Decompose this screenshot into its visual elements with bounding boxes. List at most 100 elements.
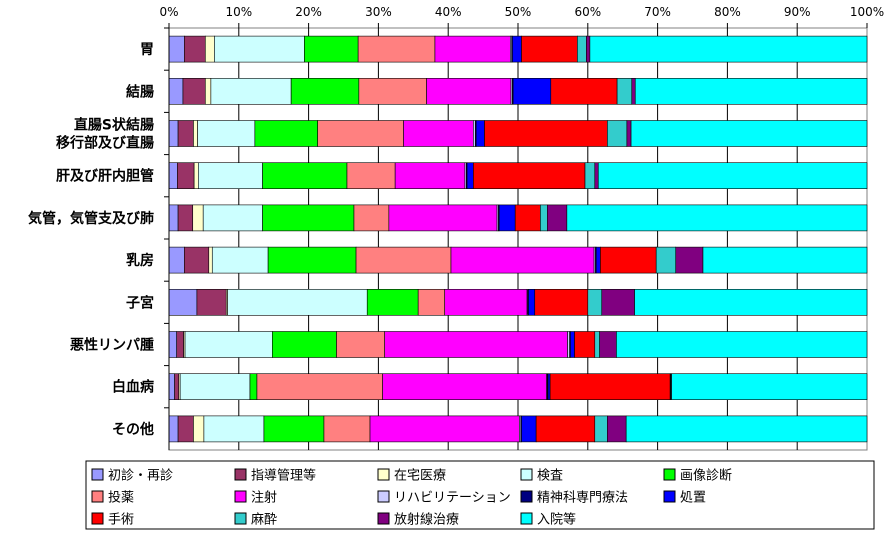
legend-label: 投薬 [108, 490, 134, 506]
bar-segment [168, 162, 178, 189]
bar-segment [475, 120, 485, 147]
legend-swatch [377, 490, 390, 503]
bar-segment [534, 288, 589, 316]
bar-segment [203, 415, 265, 443]
bar-segment [586, 35, 591, 63]
legend-label: 手術 [108, 513, 134, 528]
bar-segment [550, 78, 618, 105]
category-label: 子宮 [126, 294, 154, 311]
bar-segment [594, 331, 600, 358]
bar-segment [587, 288, 603, 316]
bar-segment [184, 331, 273, 358]
bar-segment [594, 162, 599, 189]
bar-segment [211, 246, 269, 274]
bar-segment [193, 120, 198, 147]
bar-segment [702, 246, 868, 274]
bar-segment [208, 246, 213, 274]
legend-label: 注射 [251, 490, 277, 506]
bar-segment [168, 288, 198, 316]
bar-segment [566, 204, 868, 232]
bar-segment [382, 373, 547, 401]
bar-segment [595, 246, 601, 274]
bar-segment [540, 204, 548, 232]
bar-segment [675, 246, 704, 274]
bar-segment [346, 162, 396, 189]
bar-segment [450, 246, 595, 274]
legend-label: 指導管理等 [251, 468, 316, 484]
bar-segment [204, 78, 212, 105]
bar-segment [626, 120, 632, 147]
bar-segment [249, 373, 258, 401]
bar-segment [577, 35, 587, 63]
category-label: 乳房 [126, 252, 154, 269]
legend-label: 処置 [680, 491, 706, 506]
legend-swatch [663, 490, 676, 503]
bar-segment [182, 78, 206, 105]
bar-segment [179, 373, 251, 401]
bar-segment [353, 204, 390, 232]
bar-segment [369, 415, 520, 443]
bar-segment [177, 204, 194, 232]
category-label: 肝及び肝内胆管 [56, 168, 154, 185]
x-tick-label: 30% [365, 5, 392, 19]
legend-swatch [91, 490, 104, 503]
bar-segment [634, 288, 868, 316]
bar-segment [263, 415, 325, 443]
bar-segment [570, 331, 575, 358]
bar-segment [168, 331, 177, 358]
legend-label: 在宅医療 [394, 469, 446, 484]
bar-segment [290, 78, 360, 105]
bar-segment [192, 204, 204, 232]
bar-segment [168, 35, 185, 63]
bar-segment [616, 78, 633, 105]
bar-segment [394, 162, 466, 189]
bar-segment [176, 331, 184, 358]
bar-segment [168, 78, 184, 105]
bar-segment [466, 162, 474, 189]
bar-segment [262, 162, 348, 189]
bar-segment [607, 415, 627, 443]
category-label: 胃 [140, 42, 154, 58]
legend-swatch [663, 468, 676, 481]
bar-segment [535, 415, 596, 443]
x-tick-label: 10% [225, 5, 252, 19]
bar-segment [177, 415, 194, 443]
bar-segment [358, 78, 427, 105]
bar-segment [634, 78, 868, 105]
bar-segment [196, 288, 227, 316]
bar-segment [262, 204, 355, 232]
x-tick-label: 40% [435, 5, 462, 19]
bar-segment [600, 246, 657, 274]
bar-segment [514, 204, 541, 232]
legend-swatch [377, 512, 390, 525]
legend-label: 画像診断 [680, 468, 732, 484]
bar-segment [584, 162, 596, 189]
bar-segment [473, 162, 586, 189]
bar-segment [184, 246, 210, 274]
bar-segment [202, 204, 263, 232]
bar-segment [184, 35, 206, 63]
bar-segment [177, 162, 195, 189]
axis-layer: 0% 10% 20% 30% 40% 50% 60% 70% 80% 90% 100% 胃結腸直腸S状… [28, 5, 884, 450]
bar-segment [528, 288, 536, 316]
bar-segment [417, 288, 446, 316]
bar-segment [671, 373, 868, 401]
bar-segment [597, 162, 868, 189]
category-label: 結腸 [126, 83, 154, 100]
bar-segment [384, 331, 568, 358]
bar-segment [498, 204, 516, 232]
legend-swatch [234, 512, 247, 525]
legend-label: 麻酔 [251, 513, 277, 528]
bar-segment [434, 35, 511, 63]
bar-segment [594, 415, 608, 443]
bar-segment [168, 415, 179, 443]
bar-segment [267, 246, 357, 274]
bar-segment [193, 415, 205, 443]
bar-segment [168, 246, 185, 274]
bar-segment [512, 35, 522, 63]
bar-segment [355, 246, 452, 274]
x-tick-label: 80% [714, 5, 741, 19]
category-label: 移行部及び直腸 [56, 135, 154, 152]
